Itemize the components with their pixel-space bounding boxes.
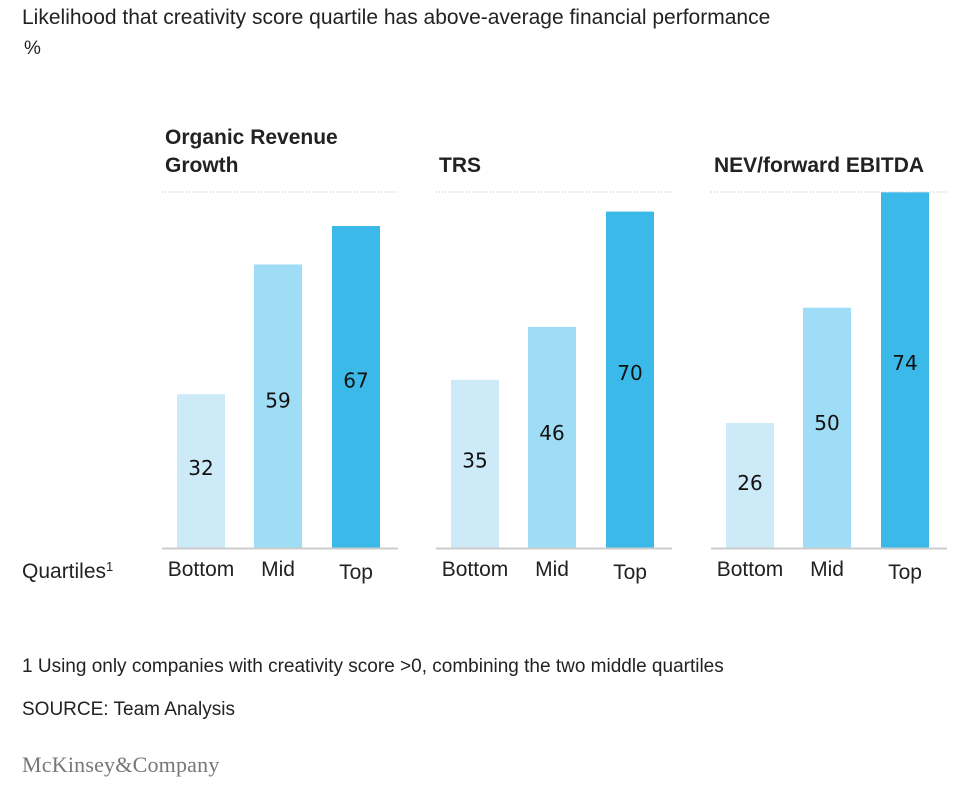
bar-value-label: 70 bbox=[617, 361, 642, 385]
category-tick-label: Top bbox=[613, 561, 647, 584]
category-tick-label: Mid bbox=[810, 558, 844, 581]
chart-title: Likelihood that creativity score quartil… bbox=[22, 6, 771, 29]
category-tick-label: Top bbox=[339, 561, 373, 584]
bar-mid bbox=[528, 326, 576, 548]
source-note: SOURCE: Team Analysis bbox=[22, 699, 235, 720]
bar-bottom bbox=[451, 379, 499, 548]
mckinsey-logo: McKinsey&Company bbox=[22, 752, 220, 777]
bar-value-label: 67 bbox=[343, 369, 368, 393]
category-tick-label: Mid bbox=[535, 558, 569, 581]
bar-value-label: 32 bbox=[188, 456, 213, 480]
category-tick-label: Top bbox=[888, 561, 922, 584]
bar-top bbox=[332, 226, 380, 548]
bar-value-label: 26 bbox=[737, 471, 762, 495]
panel-title: Growth bbox=[165, 154, 239, 177]
bar-value-label: 50 bbox=[814, 411, 839, 435]
panel-title: TRS bbox=[439, 154, 481, 177]
category-tick-label: Bottom bbox=[717, 558, 784, 581]
quartiles-footnote-marker: 1 bbox=[106, 559, 113, 574]
bar-value-label: 46 bbox=[539, 421, 564, 445]
bar-mid bbox=[803, 307, 851, 548]
category-tick-label: Mid bbox=[261, 558, 295, 581]
quartiles-label: Quartiles bbox=[22, 560, 106, 583]
bar-mid bbox=[254, 264, 302, 548]
bar-value-label: 35 bbox=[462, 449, 487, 473]
category-tick-label: Bottom bbox=[168, 558, 235, 581]
footnote: 1 Using only companies with creativity s… bbox=[22, 656, 724, 677]
bar-top bbox=[881, 192, 929, 548]
bar-bottom bbox=[726, 423, 774, 548]
quartiles-row-label: Quartiles1 bbox=[22, 559, 113, 583]
category-tick-label: Bottom bbox=[442, 558, 509, 581]
bar-value-label: 74 bbox=[892, 351, 917, 375]
unit-label: % bbox=[24, 38, 41, 59]
bar-bottom bbox=[177, 394, 225, 548]
panel-title: Organic Revenue bbox=[165, 126, 338, 149]
bar-top bbox=[606, 211, 654, 548]
panel-title: NEV/forward EBITDA bbox=[714, 154, 924, 177]
bar-value-label: 59 bbox=[265, 389, 290, 413]
bar-charts: Quartiles1 Organic Revenue Growth 32 Bottom… bbox=[22, 126, 947, 584]
